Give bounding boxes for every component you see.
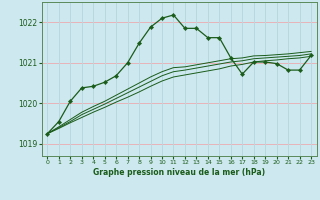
X-axis label: Graphe pression niveau de la mer (hPa): Graphe pression niveau de la mer (hPa) (93, 168, 265, 177)
